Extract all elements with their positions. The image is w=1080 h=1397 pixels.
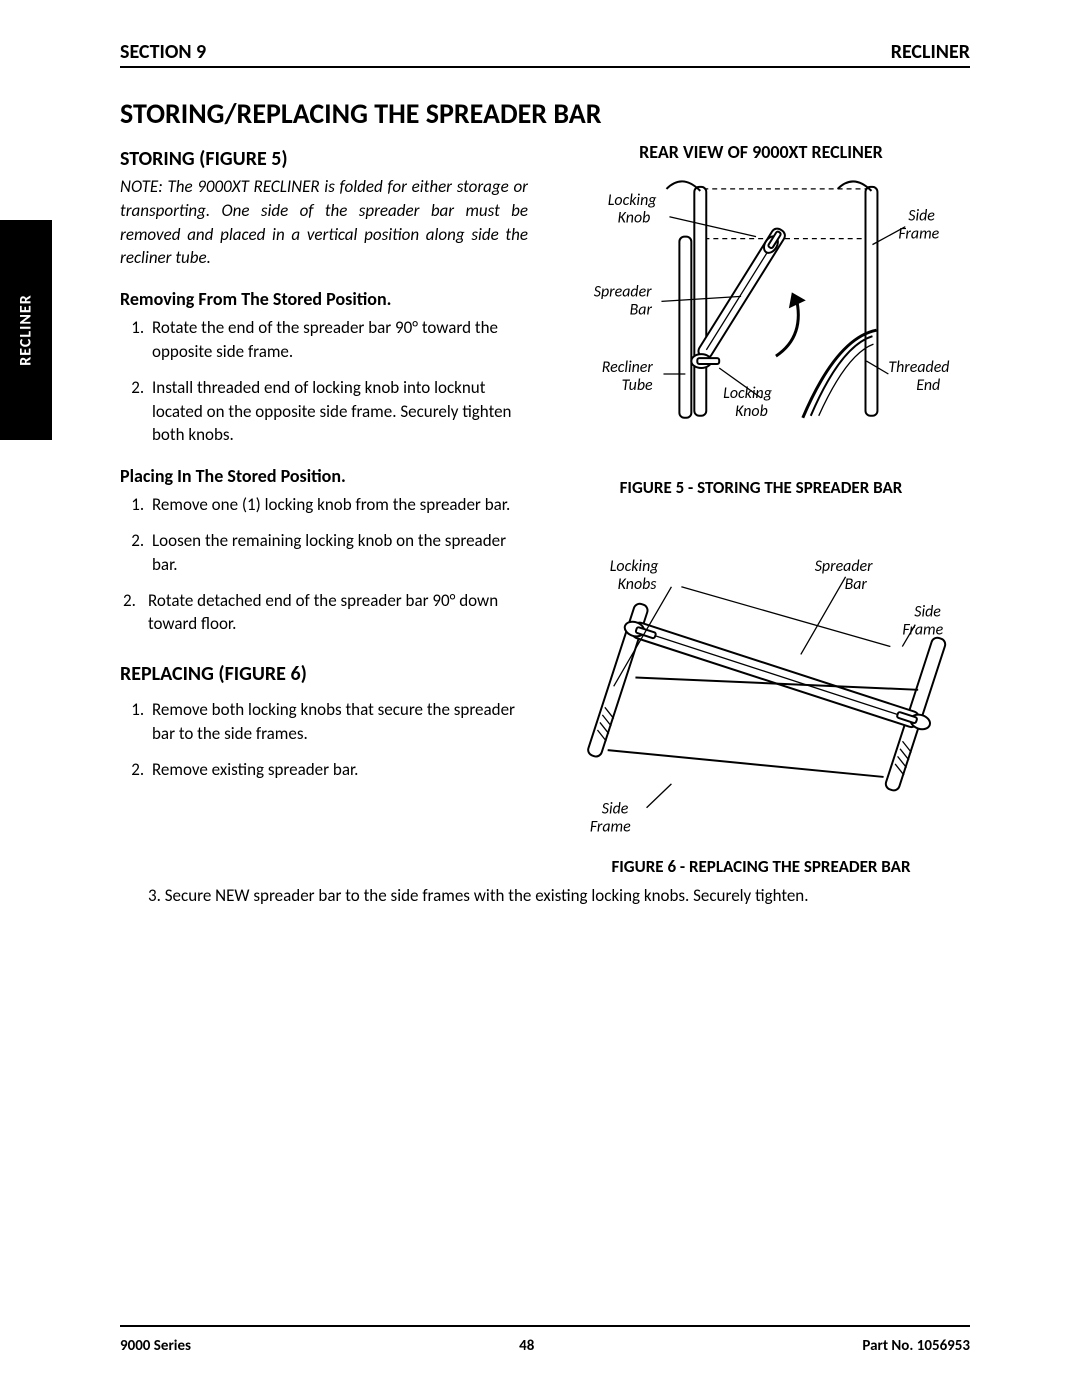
- fig6-caption: FIGURE 6 - REPLACING THE SPREADER BAR: [552, 856, 970, 878]
- fig5-label: Knob: [618, 209, 651, 228]
- fig6-label: Frame: [590, 817, 631, 836]
- fig5-label: Tube: [622, 376, 653, 395]
- header-section: SECTION 9: [120, 40, 206, 64]
- left-column: STORING (FIGURE 5) NOTE: The 9000XT RECL…: [120, 141, 528, 878]
- footer-page-number: 48: [519, 1337, 534, 1355]
- removing-list: Rotate the end of the spreader bar 90° t…: [120, 316, 528, 447]
- right-column: REAR VIEW OF 9000XT RECLINER: [552, 141, 970, 878]
- list-number-2: 2.: [123, 589, 136, 613]
- replacing-list: Remove both locking knobs that secure th…: [120, 698, 528, 781]
- replacing-heading: REPLACING (FIGURE 6): [120, 662, 528, 686]
- side-tab: RECLINER: [0, 220, 52, 440]
- fig6-label: Side: [914, 602, 941, 621]
- list-item: Remove existing spreader bar.: [148, 758, 528, 782]
- figure-6-diagram: Locking Knobs Spreader Bar Side Frame Si…: [552, 547, 970, 846]
- placing-heading: Placing In The Stored Position.: [120, 465, 528, 487]
- fig5-top-title: REAR VIEW OF 9000XT RECLINER: [552, 141, 970, 163]
- fig5-label: Knob: [735, 402, 768, 421]
- fig6-label: Spreader: [815, 557, 873, 576]
- list-item: Remove both locking knobs that secure th…: [148, 698, 528, 746]
- footer-series: 9000 Series: [120, 1337, 191, 1355]
- list-item: Install threaded end of locking knob int…: [148, 376, 528, 447]
- fig5-caption: FIGURE 5 - STORING THE SPREADER BAR: [552, 477, 970, 499]
- fig5-label: Frame: [898, 225, 939, 244]
- page-header: SECTION 9 RECLINER: [120, 40, 970, 68]
- fig5-label: End: [916, 376, 940, 395]
- replacing-last-item: 3. Secure NEW spreader bar to the side f…: [148, 884, 970, 908]
- footer-rule: [120, 1325, 970, 1327]
- side-tab-label: RECLINER: [17, 294, 36, 365]
- fig5-label: Side: [908, 207, 935, 226]
- placing-list: Remove one (1) locking knob from the spr…: [120, 493, 528, 636]
- fig6-label: Bar: [845, 574, 868, 593]
- header-category: RECLINER: [891, 40, 970, 64]
- fig6-label: Locking: [610, 557, 659, 576]
- fig5-label: Threaded: [888, 358, 949, 377]
- fig5-label: Spreader: [594, 282, 652, 301]
- removing-heading: Removing From The Stored Position.: [120, 288, 528, 310]
- storing-note: NOTE: The 9000XT RECLINER is folded for …: [120, 175, 528, 270]
- fig5-label: Locking: [608, 191, 657, 210]
- main-title: STORING/REPLACING THE SPREADER BAR: [120, 96, 970, 131]
- list-item: 2. Rotate detached end of the spreader b…: [120, 589, 528, 637]
- fig5-label: Recliner: [602, 358, 654, 377]
- footer-part-number: Part No. 1056953: [862, 1337, 970, 1355]
- list-item: Loosen the remaining locking knob on the…: [148, 529, 528, 577]
- fig6-label: Knobs: [618, 574, 658, 593]
- list-item: Rotate the end of the spreader bar 90° t…: [148, 316, 528, 364]
- fig6-label: Frame: [902, 620, 943, 639]
- fig5-label: Locking: [723, 384, 772, 403]
- page-footer: 9000 Series 48 Part No. 1056953: [120, 1337, 970, 1355]
- fig5-label: Bar: [630, 300, 653, 319]
- storing-heading: STORING (FIGURE 5): [120, 147, 528, 171]
- list-item: Remove one (1) locking knob from the spr…: [148, 493, 528, 517]
- fig6-label: Side: [602, 799, 629, 818]
- figure-5-diagram: Locking Knob Side Frame Spreader Bar Rec…: [552, 167, 970, 466]
